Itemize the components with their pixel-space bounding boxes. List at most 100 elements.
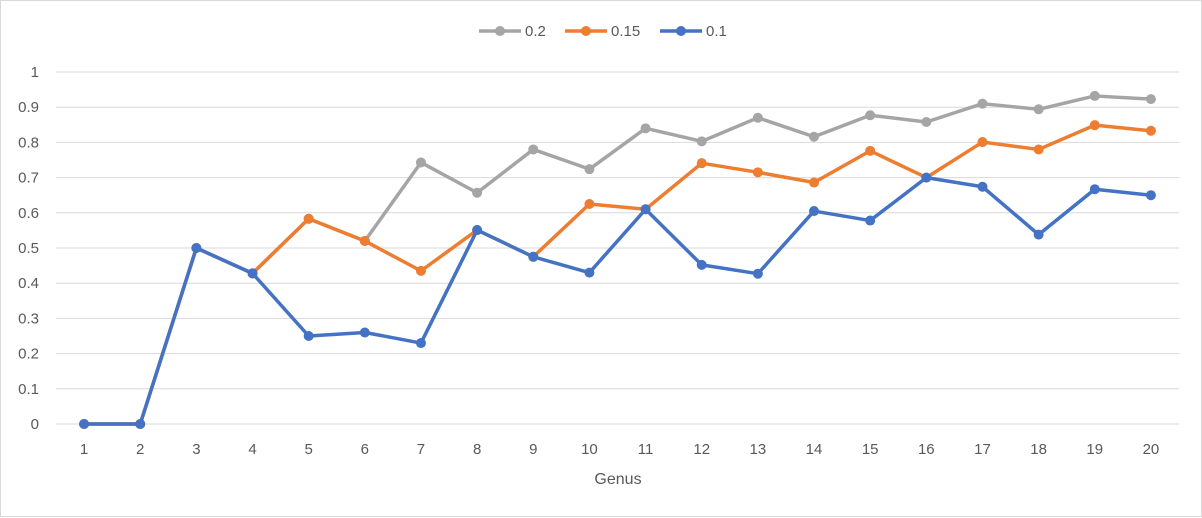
x-tick-label: 9 [529,441,537,458]
data-point [1033,144,1044,155]
y-tick-label: 0.6 [18,205,39,222]
series-lines [79,90,1156,429]
x-tick-label: 16 [918,441,935,458]
data-point [1089,184,1100,195]
x-axis-ticks: 1 2 3 4 5 6 7 8 9 10 11 12 13 14 15 16 17 18 19 20 [80,441,1159,458]
y-tick-label: 0.4 [18,275,39,292]
data-point [1033,104,1044,115]
data-point [303,213,314,224]
data-point [191,243,202,253]
x-tick-label: 6 [361,441,369,458]
data-point [415,157,426,168]
x-tick-label: 7 [417,441,425,458]
data-point [247,268,258,279]
data-point [696,158,707,169]
data-point [528,144,539,155]
data-point [1089,90,1100,101]
data-point [809,177,820,188]
y-tick-label: 0.5 [18,240,39,257]
y-tick-label: 0.8 [18,134,39,151]
data-point [584,267,595,278]
x-tick-label: 14 [806,441,823,458]
data-point [135,419,146,429]
x-tick-label: 20 [1143,441,1160,458]
legend: 0.2 0.15 0.1 [479,23,727,40]
data-point [472,187,483,198]
data-point [752,167,763,178]
data-point [977,137,988,148]
y-axis-ticks: 0 0.1 0.2 0.3 0.4 0.5 0.6 0.7 0.8 0.9 1 [18,64,39,433]
x-tick-label: 12 [693,441,710,458]
data-point [1145,94,1156,105]
data-point [977,181,988,192]
legend-label: 0.2 [525,23,546,40]
data-point [977,98,988,109]
data-point [752,268,763,279]
data-point [1145,190,1156,201]
data-point [1145,125,1156,136]
series-line [84,175,1152,426]
series-line [84,94,1152,426]
series-line [84,123,1152,426]
series-0.1 [79,172,1156,429]
x-tick-label: 3 [192,441,200,458]
y-tick-label: 1 [31,64,39,81]
data-point [1089,120,1100,131]
data-point [472,225,483,236]
x-tick-label: 2 [136,441,144,458]
y-tick-label: 0.1 [18,381,39,398]
legend-item: 0.2 [479,23,546,40]
data-point [584,199,595,209]
data-point [79,419,90,429]
x-tick-label: 18 [1030,441,1047,458]
y-tick-label: 0 [31,416,39,433]
legend-swatch-marker [581,26,591,36]
x-tick-label: 11 [638,441,654,458]
y-tick-label: 0.2 [18,346,39,363]
x-tick-label: 19 [1086,441,1103,458]
data-point [865,145,876,156]
data-point [809,131,820,142]
data-point [303,331,314,341]
data-point [752,112,763,123]
x-axis-title: Genus [594,471,641,488]
data-point [921,116,932,127]
data-point [921,172,932,183]
x-tick-label: 10 [581,441,598,458]
legend-item: 0.1 [660,23,727,40]
x-tick-label: 15 [862,441,879,458]
data-point [415,265,426,276]
series-0.15 [79,120,1156,429]
data-point [640,123,651,134]
legend-swatch-marker [495,26,505,36]
data-point [359,235,370,246]
data-point [415,338,426,349]
legend-label: 0.15 [611,23,640,40]
x-tick-label: 13 [750,441,767,458]
data-point [696,136,707,147]
data-point [865,110,876,121]
x-tick-label: 1 [80,441,88,458]
series-0.2 [79,90,1156,429]
y-tick-label: 0.9 [18,99,39,116]
data-point [865,215,876,226]
data-point [640,204,651,215]
gridlines [56,71,1179,425]
data-point [584,164,595,175]
data-point [528,251,539,262]
x-tick-label: 8 [473,441,481,458]
legend-item: 0.15 [565,23,640,40]
y-tick-label: 0.7 [18,170,39,187]
y-tick-label: 0.3 [18,310,39,327]
data-point [809,206,820,217]
legend-label: 0.1 [706,23,727,40]
x-tick-label: 5 [305,441,313,458]
data-point [359,327,370,338]
legend-swatch-marker [676,26,686,36]
data-point [1033,229,1044,240]
x-tick-label: 4 [248,441,256,458]
x-tick-label: 17 [974,441,991,458]
data-point [696,259,707,270]
